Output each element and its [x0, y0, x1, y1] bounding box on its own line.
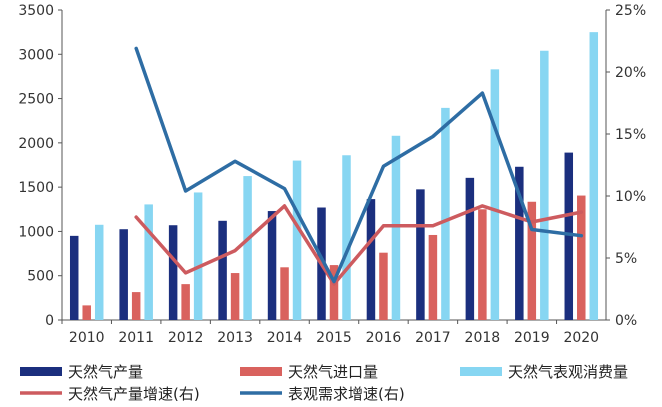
data-point [382, 224, 385, 227]
bar [119, 229, 128, 320]
bar [144, 204, 153, 320]
legend-label: 天然气产量增速(右) [68, 385, 200, 403]
lines [134, 46, 584, 286]
bar [230, 273, 240, 320]
data-point [283, 187, 286, 190]
bar [342, 155, 351, 320]
bar [193, 192, 203, 320]
bar [94, 224, 104, 320]
left-tick-label: 3000 [18, 47, 54, 63]
x-tick-label: 2011 [118, 330, 154, 346]
right-tick-label: 25% [615, 3, 646, 19]
right-tick-label: 10% [615, 189, 646, 205]
bar [267, 211, 277, 320]
bar [515, 166, 524, 320]
bar [589, 32, 599, 321]
left-tick-label: 3500 [18, 3, 54, 19]
right-tick-label: 15% [615, 127, 646, 143]
data-point [431, 135, 435, 138]
data-point [184, 271, 187, 275]
data-point [530, 228, 534, 231]
left-tick-label: 2000 [18, 136, 54, 152]
right-tick-label: 5% [615, 251, 637, 267]
bar [243, 176, 252, 320]
data-point [481, 204, 484, 208]
bar [82, 305, 91, 320]
left-tick-label: 1000 [18, 224, 54, 240]
data-point [184, 189, 187, 193]
data-point [233, 249, 237, 252]
bar [69, 235, 79, 320]
x-tick-label: 2020 [563, 330, 599, 346]
bar [181, 284, 190, 320]
legend-label: 天然气进口量 [288, 363, 378, 381]
right-tick-label: 0% [615, 313, 637, 329]
x-tick-label: 2019 [514, 330, 550, 346]
data-point [283, 204, 286, 208]
data-point [580, 210, 583, 214]
bar [465, 177, 475, 320]
bar [379, 252, 388, 320]
bar [527, 201, 537, 320]
bar [292, 160, 302, 320]
legend-label: 天然气产量 [68, 363, 143, 381]
data-point [382, 165, 385, 168]
bar [329, 265, 339, 320]
bar [168, 225, 178, 320]
x-tick-label: 2013 [217, 330, 253, 346]
bar [490, 69, 500, 320]
x-tick-label: 2015 [316, 330, 352, 346]
data-point [332, 282, 336, 286]
right-tick-label: 20% [615, 65, 646, 81]
series-line [134, 204, 584, 286]
data-point [481, 91, 484, 95]
x-tick-label: 2017 [415, 330, 451, 346]
data-point [134, 215, 138, 219]
bar [564, 152, 574, 320]
legend-label: 表观需求增速(右) [288, 385, 405, 403]
x-tick-label: 2010 [69, 330, 105, 346]
bar [391, 135, 401, 320]
x-tick-label: 2012 [168, 330, 204, 346]
legend-swatch [240, 367, 282, 376]
bar [478, 209, 487, 320]
x-tick-label: 2016 [366, 330, 402, 346]
bar [428, 234, 438, 320]
data-point [134, 47, 138, 50]
data-point [431, 224, 435, 227]
left-tick-label: 1500 [18, 180, 54, 196]
bar [131, 292, 141, 320]
bar [218, 220, 227, 320]
x-tick-label: 2014 [267, 330, 303, 346]
bars [69, 32, 599, 321]
legend-label: 天然气表观消费量 [508, 363, 628, 381]
series-line [134, 46, 584, 284]
left-tick-label: 0 [45, 313, 54, 329]
left-tick-label: 2500 [18, 92, 54, 108]
x-tick-label: 2018 [465, 330, 501, 346]
bar [540, 50, 549, 320]
bar [366, 199, 376, 320]
data-point [233, 160, 237, 163]
data-point [530, 220, 534, 224]
data-point [580, 234, 583, 237]
legend-swatch [20, 367, 62, 376]
bar [577, 195, 586, 320]
bar [441, 107, 450, 320]
axes: 0 500 1000 1500 2000 2500 3000 3500 0% 5% 10% 15% 20… [18, 3, 646, 346]
bar [416, 189, 425, 320]
left-tick-label: 500 [27, 269, 54, 285]
legend-swatch [460, 367, 502, 376]
bar [280, 267, 289, 320]
data-point [332, 280, 336, 283]
